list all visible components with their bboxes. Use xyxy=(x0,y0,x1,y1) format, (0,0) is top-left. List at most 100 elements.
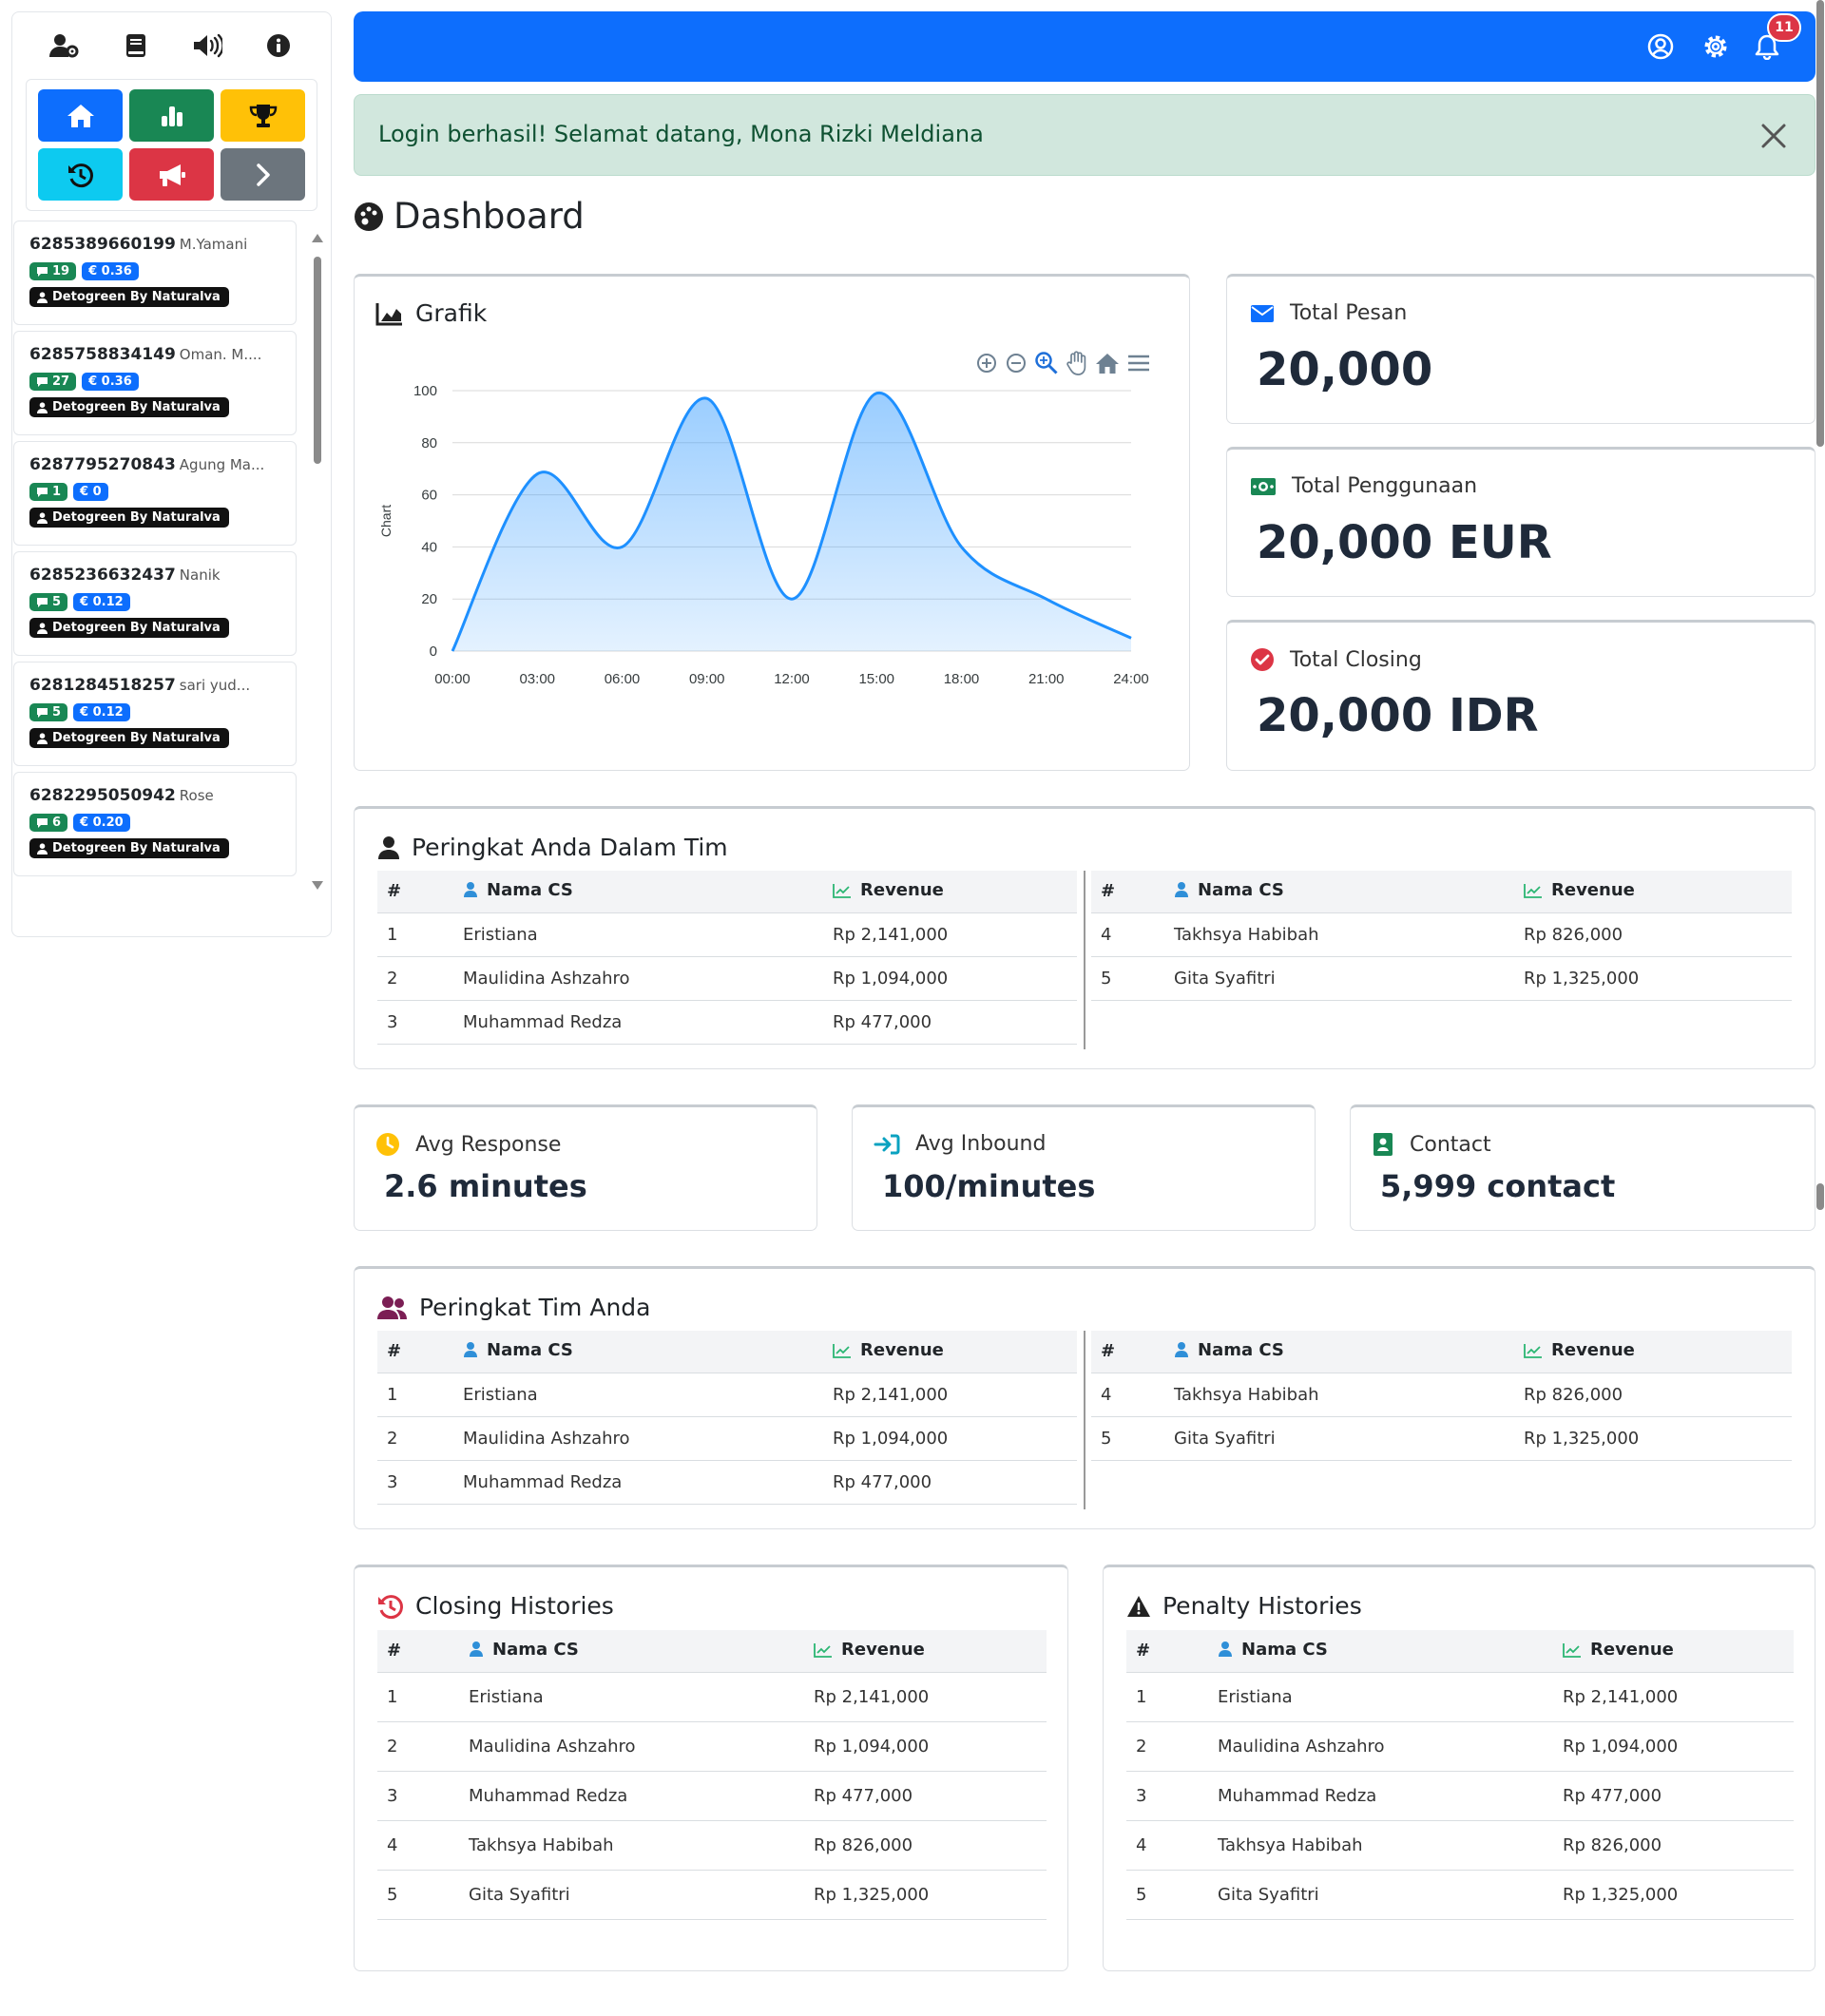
close-icon[interactable] xyxy=(1756,118,1792,154)
check-circle-icon xyxy=(1251,648,1274,671)
zoom-in-icon[interactable] xyxy=(975,352,998,374)
table-row[interactable]: 3 Muhammad Redza Rp 477,000 xyxy=(377,1771,1047,1821)
message-count-badge: 27 xyxy=(29,373,77,391)
cell-revenue: Rp 1,094,000 xyxy=(814,1721,1047,1772)
closing-histories-title-row: Closing Histories xyxy=(377,1592,614,1620)
volume-icon[interactable] xyxy=(188,27,226,65)
cell-name: Maulidina Ashzahro xyxy=(1218,1721,1563,1772)
table-row[interactable]: 2 Maulidina Ashzahro Rp 1,094,000 xyxy=(1126,1721,1794,1772)
user-circle-icon[interactable] xyxy=(1644,30,1677,63)
cell-num: 1 xyxy=(1126,1672,1218,1722)
col-name[interactable]: Nama CS xyxy=(1174,1331,1524,1373)
book-icon[interactable] xyxy=(117,27,155,65)
cell-num: 5 xyxy=(1091,1416,1174,1461)
table-row[interactable]: 1 Eristiana Rp 2,141,000 xyxy=(377,1373,1077,1417)
scroll-up-arrow[interactable] xyxy=(312,234,323,242)
user-gear-icon[interactable] xyxy=(46,27,84,65)
conversation-item[interactable]: 6282295050942 Rose 6 € 0.20 Detogreen By Nat… xyxy=(13,772,297,876)
conversation-item[interactable]: 6285236632437 Nanik 5 € 0.12 Detogreen By Na… xyxy=(13,551,297,656)
table-row[interactable]: 3 Muhammad Redza Rp 477,000 xyxy=(1126,1771,1794,1821)
col-name-label: Nama CS xyxy=(1198,1339,1284,1360)
cell-num: 2 xyxy=(377,1416,463,1461)
announce-button[interactable] xyxy=(129,148,214,201)
col-revenue[interactable]: Revenue xyxy=(1563,1630,1794,1673)
col-name[interactable]: Nama CS xyxy=(463,871,833,913)
comment-icon xyxy=(37,376,48,387)
table-row[interactable]: 2 Maulidina Ashzahro Rp 1,094,000 xyxy=(377,1416,1077,1461)
next-button[interactable] xyxy=(221,148,305,201)
col-revenue[interactable]: Revenue xyxy=(833,1331,1077,1373)
table-row[interactable]: 4 Takhsya Habibah Rp 826,000 xyxy=(377,1820,1047,1871)
col-revenue[interactable]: Revenue xyxy=(1524,871,1792,913)
table-divider xyxy=(1084,871,1085,1049)
conversation-name: Rose xyxy=(179,787,214,804)
home-button[interactable] xyxy=(38,89,123,142)
conversation-list[interactable]: 6285389660199 M.Yamani 19 € 0.36 Detogreen B… xyxy=(13,221,308,892)
menu-icon[interactable] xyxy=(1126,353,1151,374)
pan-hand-icon[interactable] xyxy=(1066,351,1088,375)
total-penggunaan-value: 20,000 EUR xyxy=(1257,516,1552,569)
rank-team-title-row: Peringkat Tim Anda xyxy=(377,1294,651,1321)
megaphone-icon xyxy=(159,163,185,186)
users-icon xyxy=(377,1296,407,1319)
notification-badge[interactable]: 11 xyxy=(1767,13,1801,42)
table-row[interactable]: 4 Takhsya Habibah Rp 826,000 xyxy=(1091,1373,1792,1417)
scroll-thumb[interactable] xyxy=(314,257,321,464)
conversation-item[interactable]: 6287795270843 Agung Ma... 1 € 0 Detogreen By… xyxy=(13,441,297,546)
trophy-button[interactable] xyxy=(221,89,305,142)
col-name[interactable]: Nama CS xyxy=(1174,871,1524,913)
stats-button[interactable] xyxy=(129,89,214,142)
table-row[interactable]: 5 Gita Syafitri Rp 1,325,000 xyxy=(1091,1416,1792,1461)
col-revenue[interactable]: Revenue xyxy=(1524,1331,1792,1373)
col-num[interactable]: # xyxy=(377,1331,463,1373)
conversation-item[interactable]: 6285389660199 M.Yamani 19 € 0.36 Detogreen B… xyxy=(13,221,297,325)
col-num[interactable]: # xyxy=(1091,1331,1174,1373)
table-row[interactable]: 5 Gita Syafitri Rp 1,325,000 xyxy=(1091,956,1792,1001)
avg-inbound-label-row: Avg Inbound xyxy=(874,1132,1046,1156)
conversation-header: 6285236632437 Nanik xyxy=(29,566,280,585)
chart-card-title: Grafik xyxy=(375,299,487,327)
reset-home-icon[interactable] xyxy=(1095,352,1120,374)
info-icon[interactable] xyxy=(259,27,298,65)
total-pesan-label: Total Pesan xyxy=(1290,301,1408,325)
conversation-item[interactable]: 6285758834149 Oman. M.... 27 € 0.36 Detogree… xyxy=(13,331,297,435)
conversation-scrollbar[interactable] xyxy=(312,234,323,890)
col-name[interactable]: Nama CS xyxy=(469,1630,814,1673)
table-row[interactable]: 1 Eristiana Rp 2,141,000 xyxy=(377,912,1077,957)
trophy-icon xyxy=(249,104,277,127)
zoom-out-icon[interactable] xyxy=(1005,352,1028,374)
amount-badge: € 0 xyxy=(73,483,108,501)
col-num[interactable]: # xyxy=(1126,1630,1218,1673)
col-name[interactable]: Nama CS xyxy=(1218,1630,1563,1673)
page-scrollbar[interactable] xyxy=(1815,0,1825,2016)
table-row[interactable]: 2 Maulidina Ashzahro Rp 1,094,000 xyxy=(377,1721,1047,1772)
conversation-header: 6287795270843 Agung Ma... xyxy=(29,455,280,474)
col-num[interactable]: # xyxy=(377,1630,469,1673)
col-name[interactable]: Nama CS xyxy=(463,1331,833,1373)
table-row[interactable]: 4 Takhsya Habibah Rp 826,000 xyxy=(1126,1820,1794,1871)
table-row[interactable]: 5 Gita Syafitri Rp 1,325,000 xyxy=(1126,1870,1794,1920)
col-revenue[interactable]: Revenue xyxy=(814,1630,1047,1673)
cell-revenue: Rp 477,000 xyxy=(833,1000,1077,1045)
comment-icon xyxy=(37,707,48,718)
data-table: # Nama CS Revenue 4 Takhsya Habibah Rp 826,00… xyxy=(1091,1331,1792,1461)
table-row[interactable]: 1 Eristiana Rp 2,141,000 xyxy=(1126,1672,1794,1722)
zoom-select-icon[interactable] xyxy=(1034,351,1059,375)
page-scroll-thumb[interactable] xyxy=(1816,0,1824,447)
col-num[interactable]: # xyxy=(377,871,463,913)
cell-revenue: Rp 1,325,000 xyxy=(814,1870,1047,1920)
table-row[interactable]: 3 Muhammad Redza Rp 477,000 xyxy=(377,1460,1077,1505)
gear-icon[interactable] xyxy=(1700,30,1732,63)
table-row[interactable]: 4 Takhsya Habibah Rp 826,000 xyxy=(1091,912,1792,957)
col-num[interactable]: # xyxy=(1091,871,1174,913)
table-row[interactable]: 3 Muhammad Redza Rp 477,000 xyxy=(377,1000,1077,1045)
table-row[interactable]: 2 Maulidina Ashzahro Rp 1,094,000 xyxy=(377,956,1077,1001)
message-count: 6 xyxy=(52,816,62,830)
table-row[interactable]: 1 Eristiana Rp 2,141,000 xyxy=(377,1672,1047,1722)
conversation-phone: 6287795270843 xyxy=(29,455,176,474)
scroll-down-arrow[interactable] xyxy=(312,881,323,890)
table-row[interactable]: 5 Gita Syafitri Rp 1,325,000 xyxy=(377,1870,1047,1920)
col-revenue[interactable]: Revenue xyxy=(833,871,1077,913)
history-button[interactable] xyxy=(38,148,123,201)
conversation-item[interactable]: 6281284518257 sari yud... 5 € 0.12 Detogreen… xyxy=(13,662,297,766)
